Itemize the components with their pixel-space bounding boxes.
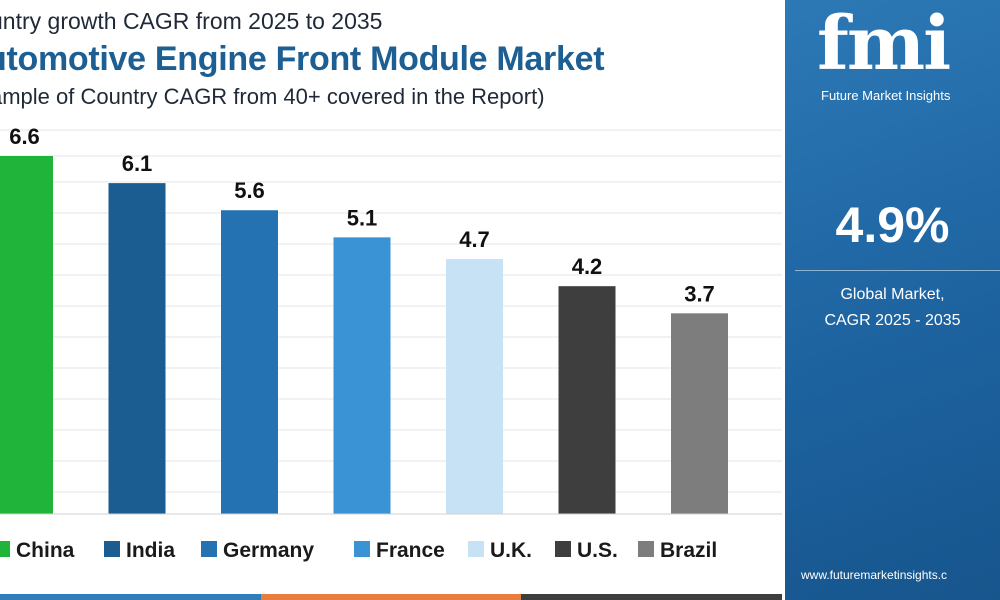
global-market-label: Global Market, [840, 286, 945, 303]
legend-label: India [126, 539, 175, 562]
bar-chart: 6.6 6.1 5.6 5.1 4.7 4.2 3.7 China India Germany Fr… [0, 124, 782, 562]
legend-swatch [201, 541, 217, 557]
chart-title: utomotive Engine Front Module Market [0, 40, 605, 78]
legend-swatch [555, 541, 571, 557]
bar-uk [446, 259, 503, 514]
data-label: 3.7 [684, 281, 715, 306]
chart-subtitle-top: untry growth CAGR from 2025 to 2035 [0, 8, 383, 34]
legend-label: Germany [223, 539, 314, 562]
legend-label: Brazil [660, 539, 717, 562]
bar-brazil [671, 313, 728, 514]
panel-gap [782, 0, 785, 600]
fmi-logo: fmi [817, 1, 951, 87]
legend-label: U.K. [490, 539, 532, 562]
data-label: 5.1 [347, 205, 378, 230]
chart-subtitle-bottom: ample of Country CAGR from 40+ covered i… [0, 84, 545, 109]
website-url: www.futuremarketinsights.c [801, 568, 948, 582]
bottom-accent-bar [0, 594, 782, 600]
legend-label: U.S. [577, 539, 618, 562]
chart-area: untry growth CAGR from 2025 to 2035 utom… [0, 8, 782, 600]
cagr-period-label: CAGR 2025 - 2035 [824, 312, 961, 329]
legend-label: China [16, 539, 75, 562]
bar-china [0, 156, 53, 514]
bar-germany [221, 210, 278, 514]
bar-us [558, 286, 616, 514]
global-cagr-value: 4.9% [835, 197, 950, 253]
legend-swatch [468, 541, 484, 557]
bar-france [333, 237, 391, 514]
legend-swatch [354, 541, 370, 557]
data-label: 6.1 [122, 151, 153, 176]
data-label: 5.6 [234, 178, 265, 203]
legend-swatch [0, 541, 10, 557]
data-label: 4.7 [459, 227, 490, 252]
data-label: 4.2 [572, 254, 603, 279]
bar-india [108, 183, 166, 514]
legend-swatch [638, 541, 654, 557]
panel-divider [795, 270, 1000, 271]
data-label: 6.6 [9, 124, 40, 149]
side-panel: fmi Future Market Insights 4.9% Global M… [785, 0, 1000, 600]
legend-swatch [104, 541, 120, 557]
legend-label: France [376, 539, 445, 562]
logo-subtitle: Future Market Insights [821, 88, 951, 103]
